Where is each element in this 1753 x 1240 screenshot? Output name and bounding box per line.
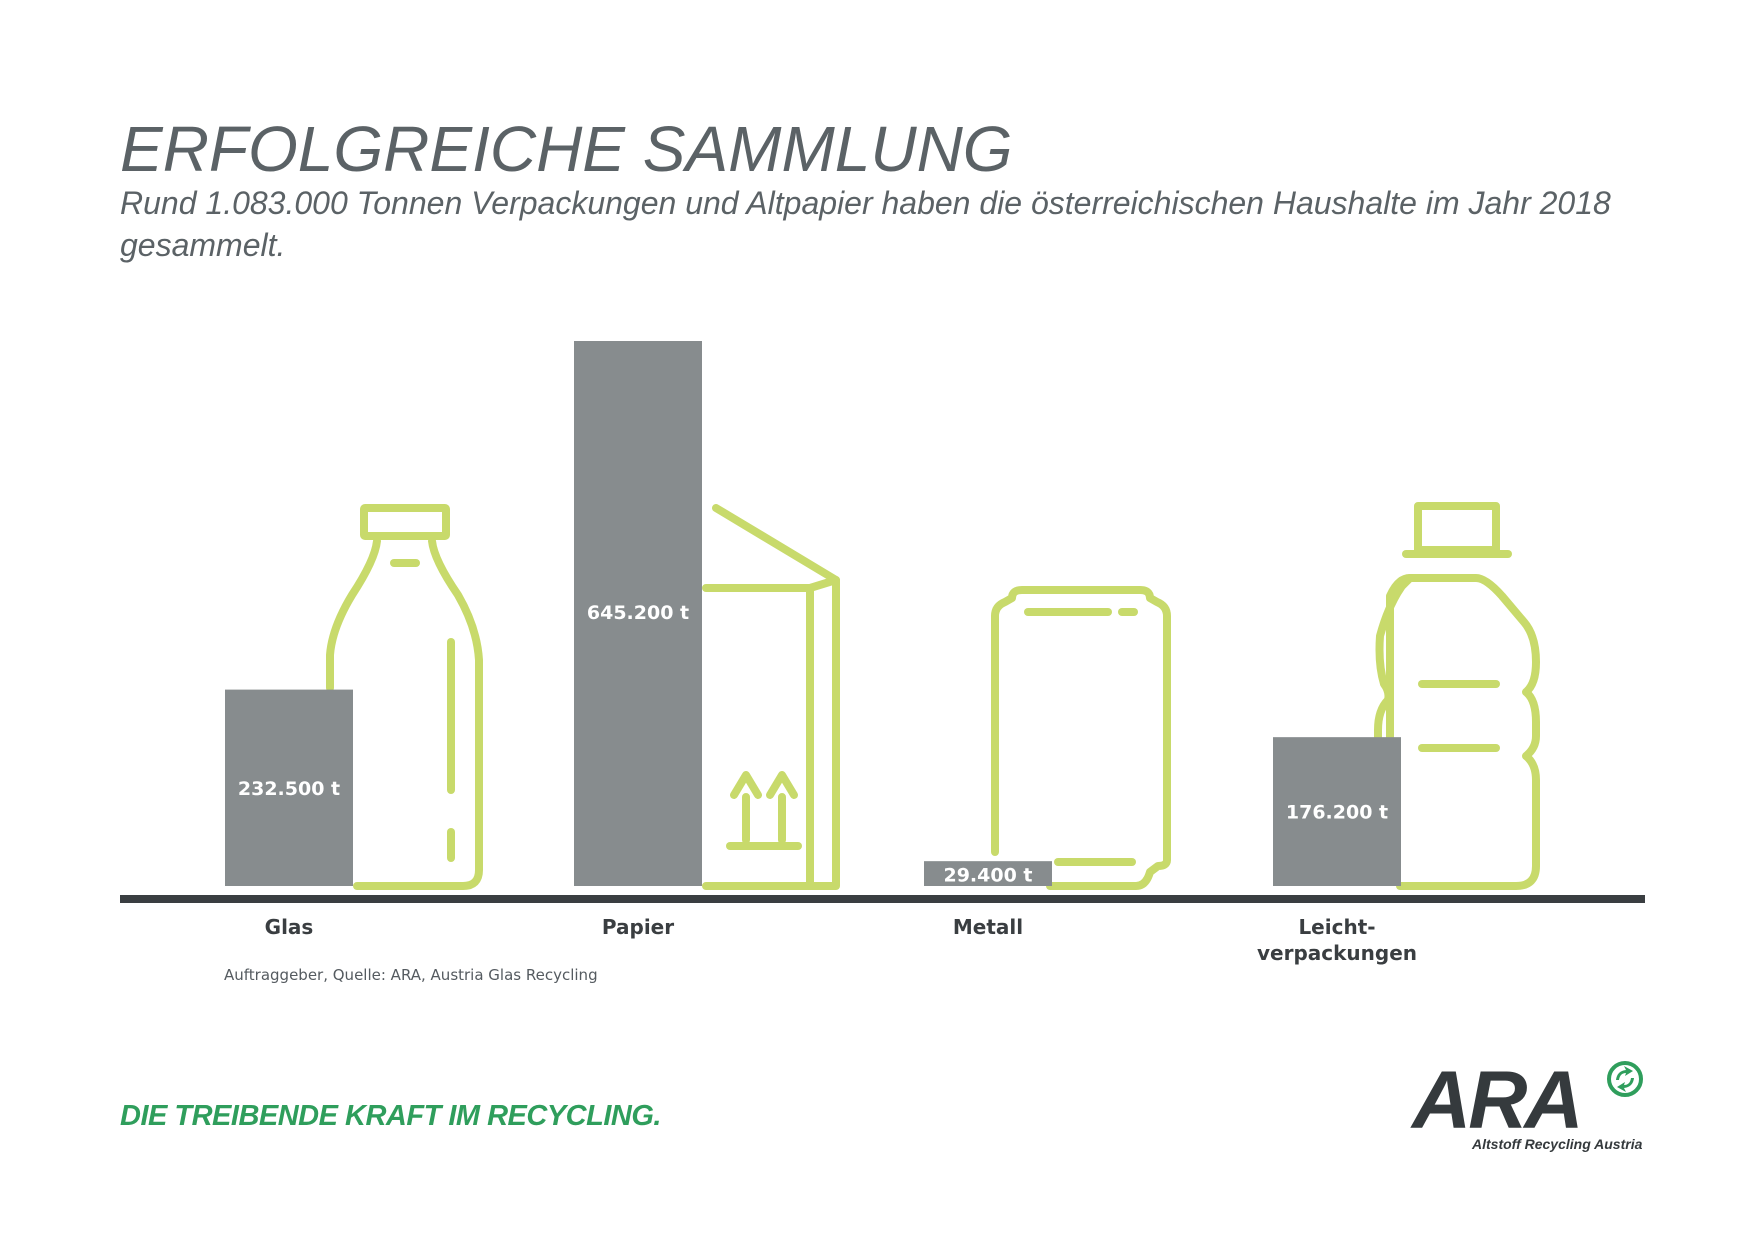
data-label-1: 645.200 t [587,602,689,624]
logo-subtext: Altstoff Recycling Austria [1472,1136,1643,1152]
category-label-1: Papier [602,915,674,939]
recycling-arrows-icon [1607,1061,1643,1097]
data-label-3: 176.200 t [1286,802,1388,824]
glass-bottle-icon [326,504,483,890]
category-label-0: Glas [265,915,314,939]
bar-chart: 232.500 t 645.200 t 29.400 t 176.200 t Glas… [120,341,1645,965]
category-label-3-line-1: verpackungen [1257,941,1417,965]
slogan: DIE TREIBENDE KRAFT IM RECYCLING. [120,1100,661,1132]
bar-0 [225,689,353,886]
bar-3 [1273,737,1401,886]
logo-wordmark: ARA [1412,1055,1584,1146]
bar-2 [924,861,1052,886]
category-label-2: Metall [953,915,1023,939]
page-subtitle: Rund 1.083.000 Tonnen Verpackungen und A… [120,185,1611,263]
data-label-2: 29.400 t [943,865,1032,887]
page-title: ERFOLGREICHE SAMMLUNG [120,113,1013,185]
metal-can-icon [991,586,1171,890]
cardboard-box-icon [702,504,840,890]
data-label-0: 232.500 t [238,778,340,800]
category-label-3-line-0: Leicht- [1298,915,1375,939]
plastic-bottle-icon [1374,502,1540,890]
bar-1 [574,341,702,886]
ara-logo: ARA Altstoff Recycling Austria [1410,1055,1650,1160]
source-note: Auftraggeber, Quelle: ARA, Austria Glas … [224,966,598,984]
